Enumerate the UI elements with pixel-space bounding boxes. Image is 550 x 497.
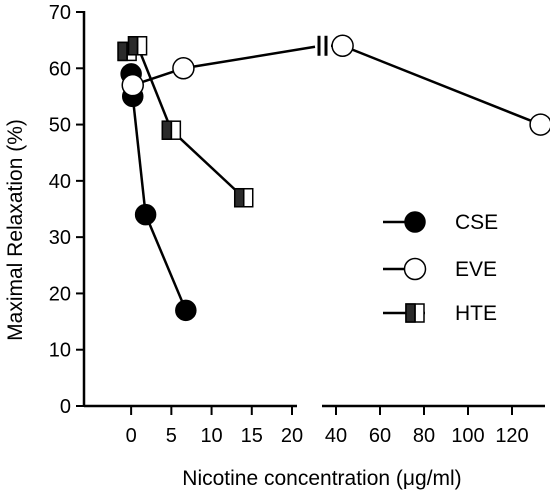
- y-axis-title: Maximal Relaxation (%): [4, 119, 27, 341]
- y-tick-label-20: 20: [49, 283, 71, 305]
- x-tick-label-10: 10: [200, 425, 222, 447]
- x-tick-label-100: 100: [451, 425, 484, 447]
- y-tick-label-0: 0: [60, 396, 71, 418]
- series-eve-point-1: [172, 57, 195, 80]
- series-hte-point-1-fill: [127, 36, 139, 56]
- series-hte-point-0-fill: [117, 41, 128, 62]
- x-tick-label-40: 40: [325, 425, 347, 447]
- series-hte-segment-1: [136, 45, 173, 131]
- series-eve-point-2: [331, 34, 354, 58]
- series-eve: [132, 44, 542, 126]
- x-tick-label-60: 60: [369, 425, 391, 447]
- series-hte-point-1: [127, 36, 148, 56]
- series-cse-point-2: [134, 203, 157, 226]
- y-tick-label-10: 10: [49, 340, 71, 362]
- series-hte-point-2-fill: [161, 120, 173, 140]
- legend-item-hte: HTE: [383, 302, 497, 325]
- legend-marker-hte-fill: [405, 303, 416, 323]
- x-tick-label-15: 15: [241, 425, 263, 447]
- y-tick-label-40: 40: [49, 171, 71, 193]
- legend-label-hte: HTE: [455, 302, 497, 325]
- axes: 0 10 20 30 40 50 60 70 0 5 10 15 20 40 60 80 100 120: [49, 2, 545, 447]
- legend-marker-hte: [405, 303, 425, 323]
- legend-label-eve: EVE: [455, 258, 497, 281]
- series-eve-segment-2: [342, 44, 542, 126]
- series-hte-point-3: [233, 187, 254, 208]
- y-tick-label-50: 50: [49, 115, 71, 137]
- series-layer: [117, 34, 550, 322]
- y-tick-label-70: 70: [49, 2, 71, 24]
- legend-marker-cse: [404, 211, 426, 233]
- x-tick-label-120: 120: [495, 425, 528, 447]
- legend-item-cse: CSE: [383, 211, 498, 234]
- y-tick-label-60: 60: [49, 58, 71, 80]
- legend: CSE EVE HTE: [383, 211, 498, 325]
- x-tick-label-0: 0: [126, 425, 137, 447]
- series-cse-segment-1: [131, 96, 147, 215]
- series-hte-point-2: [161, 120, 182, 140]
- x-tick-label-80: 80: [413, 425, 435, 447]
- series-hte-segment-2: [170, 129, 245, 199]
- x-tick-label-5: 5: [166, 425, 177, 447]
- series-eve-point-3: [529, 113, 550, 136]
- legend-marker-eve: [403, 257, 427, 281]
- y-tick-label-30: 30: [49, 227, 71, 249]
- x-axis-title: Nicotine concentration (μg/ml): [182, 467, 461, 490]
- series-eve-segment-1-a: [183, 45, 316, 70]
- series-cse: [129, 73, 187, 311]
- series-hte-point-3-fill: [233, 187, 245, 208]
- series-cse-point-3: [175, 299, 197, 322]
- x-tick-label-20: 20: [281, 425, 303, 447]
- series-eve-point-0: [121, 73, 144, 97]
- legend-label-cse: CSE: [455, 211, 498, 234]
- legend-item-eve: EVE: [383, 257, 497, 281]
- series-cse-segment-2: [144, 214, 187, 311]
